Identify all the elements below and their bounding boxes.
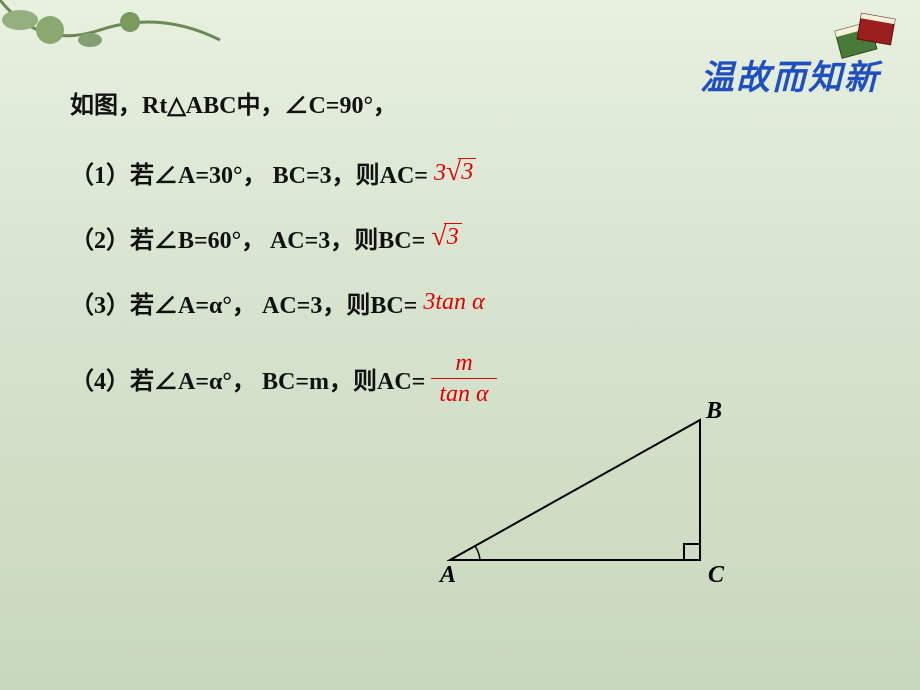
triangle-figure: A B C bbox=[420, 390, 740, 590]
problem-3: （3）若∠A=α°， AC=3，则BC= 3tan α bbox=[70, 285, 870, 320]
problem-4-text: （4）若∠A=α°， BC=m，则AC= bbox=[70, 361, 425, 396]
problem-1: （1）若∠A=30°， BC=3，则AC= 3√3 bbox=[70, 155, 870, 190]
problem-3-text: （3）若∠A=α°， AC=3，则BC= bbox=[70, 285, 417, 320]
problem-2-text: （2）若∠B=60°， AC=3，则BC= bbox=[70, 220, 425, 255]
answer-3: 3tan α bbox=[423, 289, 484, 316]
label-C: C bbox=[708, 562, 724, 589]
deco-vine bbox=[0, 0, 300, 80]
label-B: B bbox=[706, 398, 722, 425]
label-A: A bbox=[440, 562, 456, 589]
intro-text: 如图，Rt△ABC中，∠C=90°， bbox=[70, 85, 397, 120]
answer-1: 3√3 bbox=[434, 158, 476, 187]
content-area: 如图，Rt△ABC中，∠C=90°， （1）若∠A=30°， BC=3，则AC=… bbox=[70, 85, 870, 438]
answer-4-num: m bbox=[447, 350, 480, 378]
problem-2: （2）若∠B=60°， AC=3，则BC= √3 bbox=[70, 220, 870, 255]
problem-1-text: （1）若∠A=30°， BC=3，则AC= bbox=[70, 155, 428, 190]
answer-1-rad: 3 bbox=[458, 158, 476, 185]
answer-1-coef: 3 bbox=[434, 160, 446, 186]
answer-2-rad: 3 bbox=[444, 223, 462, 250]
intro-line: 如图，Rt△ABC中，∠C=90°， bbox=[70, 85, 870, 120]
answer-2: √3 bbox=[431, 223, 461, 252]
